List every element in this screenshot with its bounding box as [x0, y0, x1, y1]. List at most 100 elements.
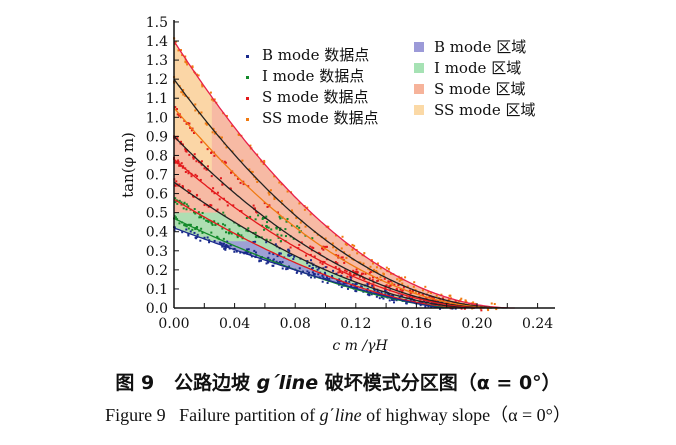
data-point	[185, 122, 188, 125]
data-point	[359, 261, 362, 264]
data-point	[308, 271, 311, 274]
data-point	[199, 178, 202, 181]
data-point	[322, 245, 325, 248]
data-point	[257, 214, 260, 217]
data-point	[334, 266, 337, 269]
data-point	[185, 61, 188, 64]
data-point	[173, 226, 176, 229]
data-point	[181, 186, 184, 189]
data-point	[340, 256, 343, 259]
data-point	[393, 283, 396, 286]
data-point	[226, 204, 229, 207]
data-point	[174, 201, 177, 204]
data-point	[189, 223, 192, 226]
data-point	[424, 285, 427, 288]
data-point	[278, 215, 281, 218]
data-point	[285, 268, 288, 271]
data-point	[430, 306, 433, 309]
data-point	[376, 289, 379, 292]
data-point	[286, 217, 289, 220]
data-point	[247, 248, 250, 251]
data-point	[419, 304, 422, 307]
data-point	[284, 235, 287, 238]
data-point	[355, 268, 358, 271]
data-point	[411, 289, 414, 292]
data-point	[379, 267, 382, 270]
data-point	[286, 267, 289, 270]
data-point	[211, 190, 214, 193]
caption-en-text: Failure partition of	[179, 405, 316, 425]
data-point	[388, 293, 391, 296]
data-point	[356, 252, 359, 255]
data-point	[317, 267, 320, 270]
data-point	[440, 293, 443, 296]
data-point	[293, 255, 296, 258]
data-point	[441, 297, 444, 300]
data-point	[392, 301, 395, 304]
data-point	[303, 208, 306, 211]
data-point	[288, 265, 291, 268]
data-point	[309, 245, 312, 248]
caption-cn-text: 公路边坡	[174, 372, 251, 394]
data-point	[343, 261, 346, 264]
data-point	[254, 210, 257, 213]
data-point	[263, 228, 266, 231]
data-point	[238, 225, 241, 228]
data-point	[296, 225, 299, 228]
data-point	[205, 219, 208, 222]
data-point	[278, 253, 281, 256]
data-point	[268, 193, 271, 196]
data-point	[378, 297, 381, 300]
data-point	[337, 254, 340, 257]
x-tick-label: 0.08	[280, 316, 311, 332]
data-point	[413, 281, 416, 284]
data-point	[399, 288, 402, 291]
data-point	[324, 273, 327, 276]
legend-region-label: S mode 区域	[434, 80, 526, 98]
data-point	[197, 211, 200, 214]
data-point	[180, 140, 183, 143]
data-point	[279, 240, 282, 243]
y-tick-label: 0.3	[146, 244, 168, 260]
data-point	[254, 240, 257, 243]
data-point	[192, 195, 195, 198]
data-point	[309, 253, 312, 256]
data-point	[328, 277, 331, 280]
data-point	[348, 280, 351, 283]
data-point	[227, 245, 230, 248]
data-point	[432, 299, 435, 302]
data-point	[345, 256, 348, 259]
data-point	[495, 308, 498, 311]
caption-chinese: 图 9 公路边坡 g΄line 破坏模式分区图（α = 0°）	[0, 368, 676, 395]
data-point	[376, 279, 379, 282]
data-point	[336, 262, 339, 265]
data-point	[205, 123, 208, 126]
caption-cn-italic: g΄line	[256, 372, 319, 394]
data-point	[290, 224, 293, 227]
data-point	[211, 131, 214, 134]
data-point	[180, 201, 183, 204]
data-point	[196, 73, 199, 76]
data-point	[266, 261, 269, 264]
x-tick-label: 0.00	[158, 316, 189, 332]
data-point	[224, 247, 227, 250]
figure-number-cn: 图 9	[115, 372, 155, 394]
data-point	[222, 242, 225, 245]
data-point	[220, 242, 223, 245]
data-point	[188, 153, 191, 156]
data-point	[325, 245, 328, 248]
legend-region-swatch	[414, 84, 424, 94]
data-point	[338, 278, 341, 281]
data-point	[228, 228, 231, 231]
data-point	[343, 269, 346, 272]
data-point	[189, 126, 192, 129]
data-point	[408, 289, 411, 292]
data-point	[322, 248, 325, 251]
data-point	[339, 270, 342, 273]
data-point	[265, 241, 268, 244]
data-point	[205, 122, 208, 125]
legend-region-label: B mode 区域	[434, 38, 526, 56]
data-point	[227, 231, 230, 234]
data-point	[480, 309, 483, 312]
data-point	[206, 219, 209, 222]
